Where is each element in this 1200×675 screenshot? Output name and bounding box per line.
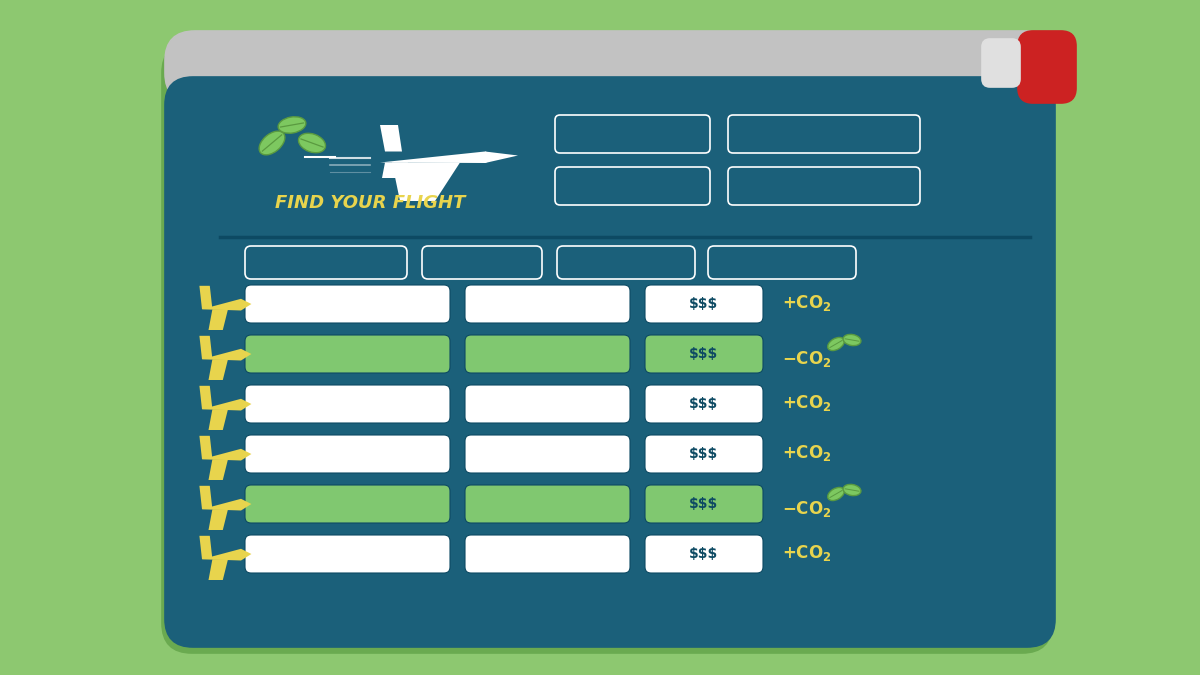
FancyBboxPatch shape bbox=[554, 167, 710, 205]
Polygon shape bbox=[380, 151, 502, 163]
FancyBboxPatch shape bbox=[166, 77, 1055, 647]
FancyBboxPatch shape bbox=[646, 535, 763, 573]
Text: $\mathbf{+CO_2}$: $\mathbf{+CO_2}$ bbox=[782, 443, 832, 463]
Polygon shape bbox=[392, 163, 460, 201]
FancyBboxPatch shape bbox=[245, 535, 450, 573]
Ellipse shape bbox=[844, 485, 860, 495]
FancyBboxPatch shape bbox=[728, 167, 920, 205]
Polygon shape bbox=[209, 309, 228, 330]
FancyBboxPatch shape bbox=[646, 385, 763, 423]
Text: $\mathbf{+CO_2}$: $\mathbf{+CO_2}$ bbox=[782, 393, 832, 413]
FancyBboxPatch shape bbox=[162, 43, 1052, 653]
FancyBboxPatch shape bbox=[245, 285, 450, 323]
Polygon shape bbox=[380, 125, 402, 151]
Polygon shape bbox=[199, 335, 212, 359]
FancyBboxPatch shape bbox=[245, 435, 450, 473]
Ellipse shape bbox=[278, 117, 306, 133]
FancyBboxPatch shape bbox=[245, 385, 450, 423]
Polygon shape bbox=[382, 163, 408, 178]
FancyBboxPatch shape bbox=[245, 485, 450, 523]
FancyBboxPatch shape bbox=[422, 246, 542, 279]
FancyBboxPatch shape bbox=[982, 39, 1020, 87]
FancyBboxPatch shape bbox=[646, 285, 763, 323]
FancyBboxPatch shape bbox=[466, 485, 630, 523]
Polygon shape bbox=[202, 499, 252, 510]
Ellipse shape bbox=[259, 131, 284, 155]
Ellipse shape bbox=[828, 487, 845, 501]
FancyBboxPatch shape bbox=[728, 115, 920, 153]
Polygon shape bbox=[209, 459, 228, 480]
FancyBboxPatch shape bbox=[646, 435, 763, 473]
FancyBboxPatch shape bbox=[646, 485, 763, 523]
Polygon shape bbox=[202, 449, 252, 460]
FancyBboxPatch shape bbox=[245, 335, 450, 373]
FancyBboxPatch shape bbox=[708, 246, 856, 279]
Ellipse shape bbox=[299, 133, 325, 153]
Text: $\mathbf{-CO_2}$: $\mathbf{-CO_2}$ bbox=[782, 349, 832, 369]
Text: $$$: $$$ bbox=[689, 497, 719, 511]
FancyBboxPatch shape bbox=[466, 385, 630, 423]
FancyBboxPatch shape bbox=[646, 335, 763, 373]
FancyBboxPatch shape bbox=[466, 535, 630, 573]
Polygon shape bbox=[202, 399, 252, 410]
Text: $$$: $$$ bbox=[689, 297, 719, 311]
Polygon shape bbox=[202, 349, 252, 360]
Text: $$$: $$$ bbox=[689, 397, 719, 411]
Polygon shape bbox=[209, 409, 228, 430]
Polygon shape bbox=[199, 386, 212, 409]
FancyBboxPatch shape bbox=[466, 435, 630, 473]
Text: $\mathbf{+CO_2}$: $\mathbf{+CO_2}$ bbox=[782, 543, 832, 563]
Polygon shape bbox=[202, 299, 252, 310]
Text: $\mathbf{-CO_2}$: $\mathbf{-CO_2}$ bbox=[782, 499, 832, 519]
Text: FIND YOUR FLIGHT: FIND YOUR FLIGHT bbox=[275, 194, 466, 212]
Polygon shape bbox=[209, 509, 228, 530]
FancyBboxPatch shape bbox=[554, 115, 710, 153]
Polygon shape bbox=[199, 286, 212, 309]
Polygon shape bbox=[209, 559, 228, 580]
Ellipse shape bbox=[828, 338, 845, 350]
Text: $\mathbf{+CO_2}$: $\mathbf{+CO_2}$ bbox=[782, 293, 832, 313]
FancyBboxPatch shape bbox=[1018, 31, 1076, 103]
Polygon shape bbox=[209, 359, 228, 380]
Polygon shape bbox=[199, 536, 212, 559]
FancyBboxPatch shape bbox=[166, 31, 1055, 103]
Text: $$$: $$$ bbox=[689, 447, 719, 461]
Polygon shape bbox=[199, 486, 212, 509]
Polygon shape bbox=[199, 436, 212, 459]
FancyBboxPatch shape bbox=[245, 246, 407, 279]
FancyBboxPatch shape bbox=[466, 335, 630, 373]
FancyBboxPatch shape bbox=[557, 246, 695, 279]
Ellipse shape bbox=[844, 334, 860, 346]
Text: $$$: $$$ bbox=[689, 547, 719, 561]
Text: $$$: $$$ bbox=[689, 347, 719, 361]
Polygon shape bbox=[202, 549, 252, 560]
Polygon shape bbox=[485, 151, 518, 163]
FancyBboxPatch shape bbox=[466, 285, 630, 323]
